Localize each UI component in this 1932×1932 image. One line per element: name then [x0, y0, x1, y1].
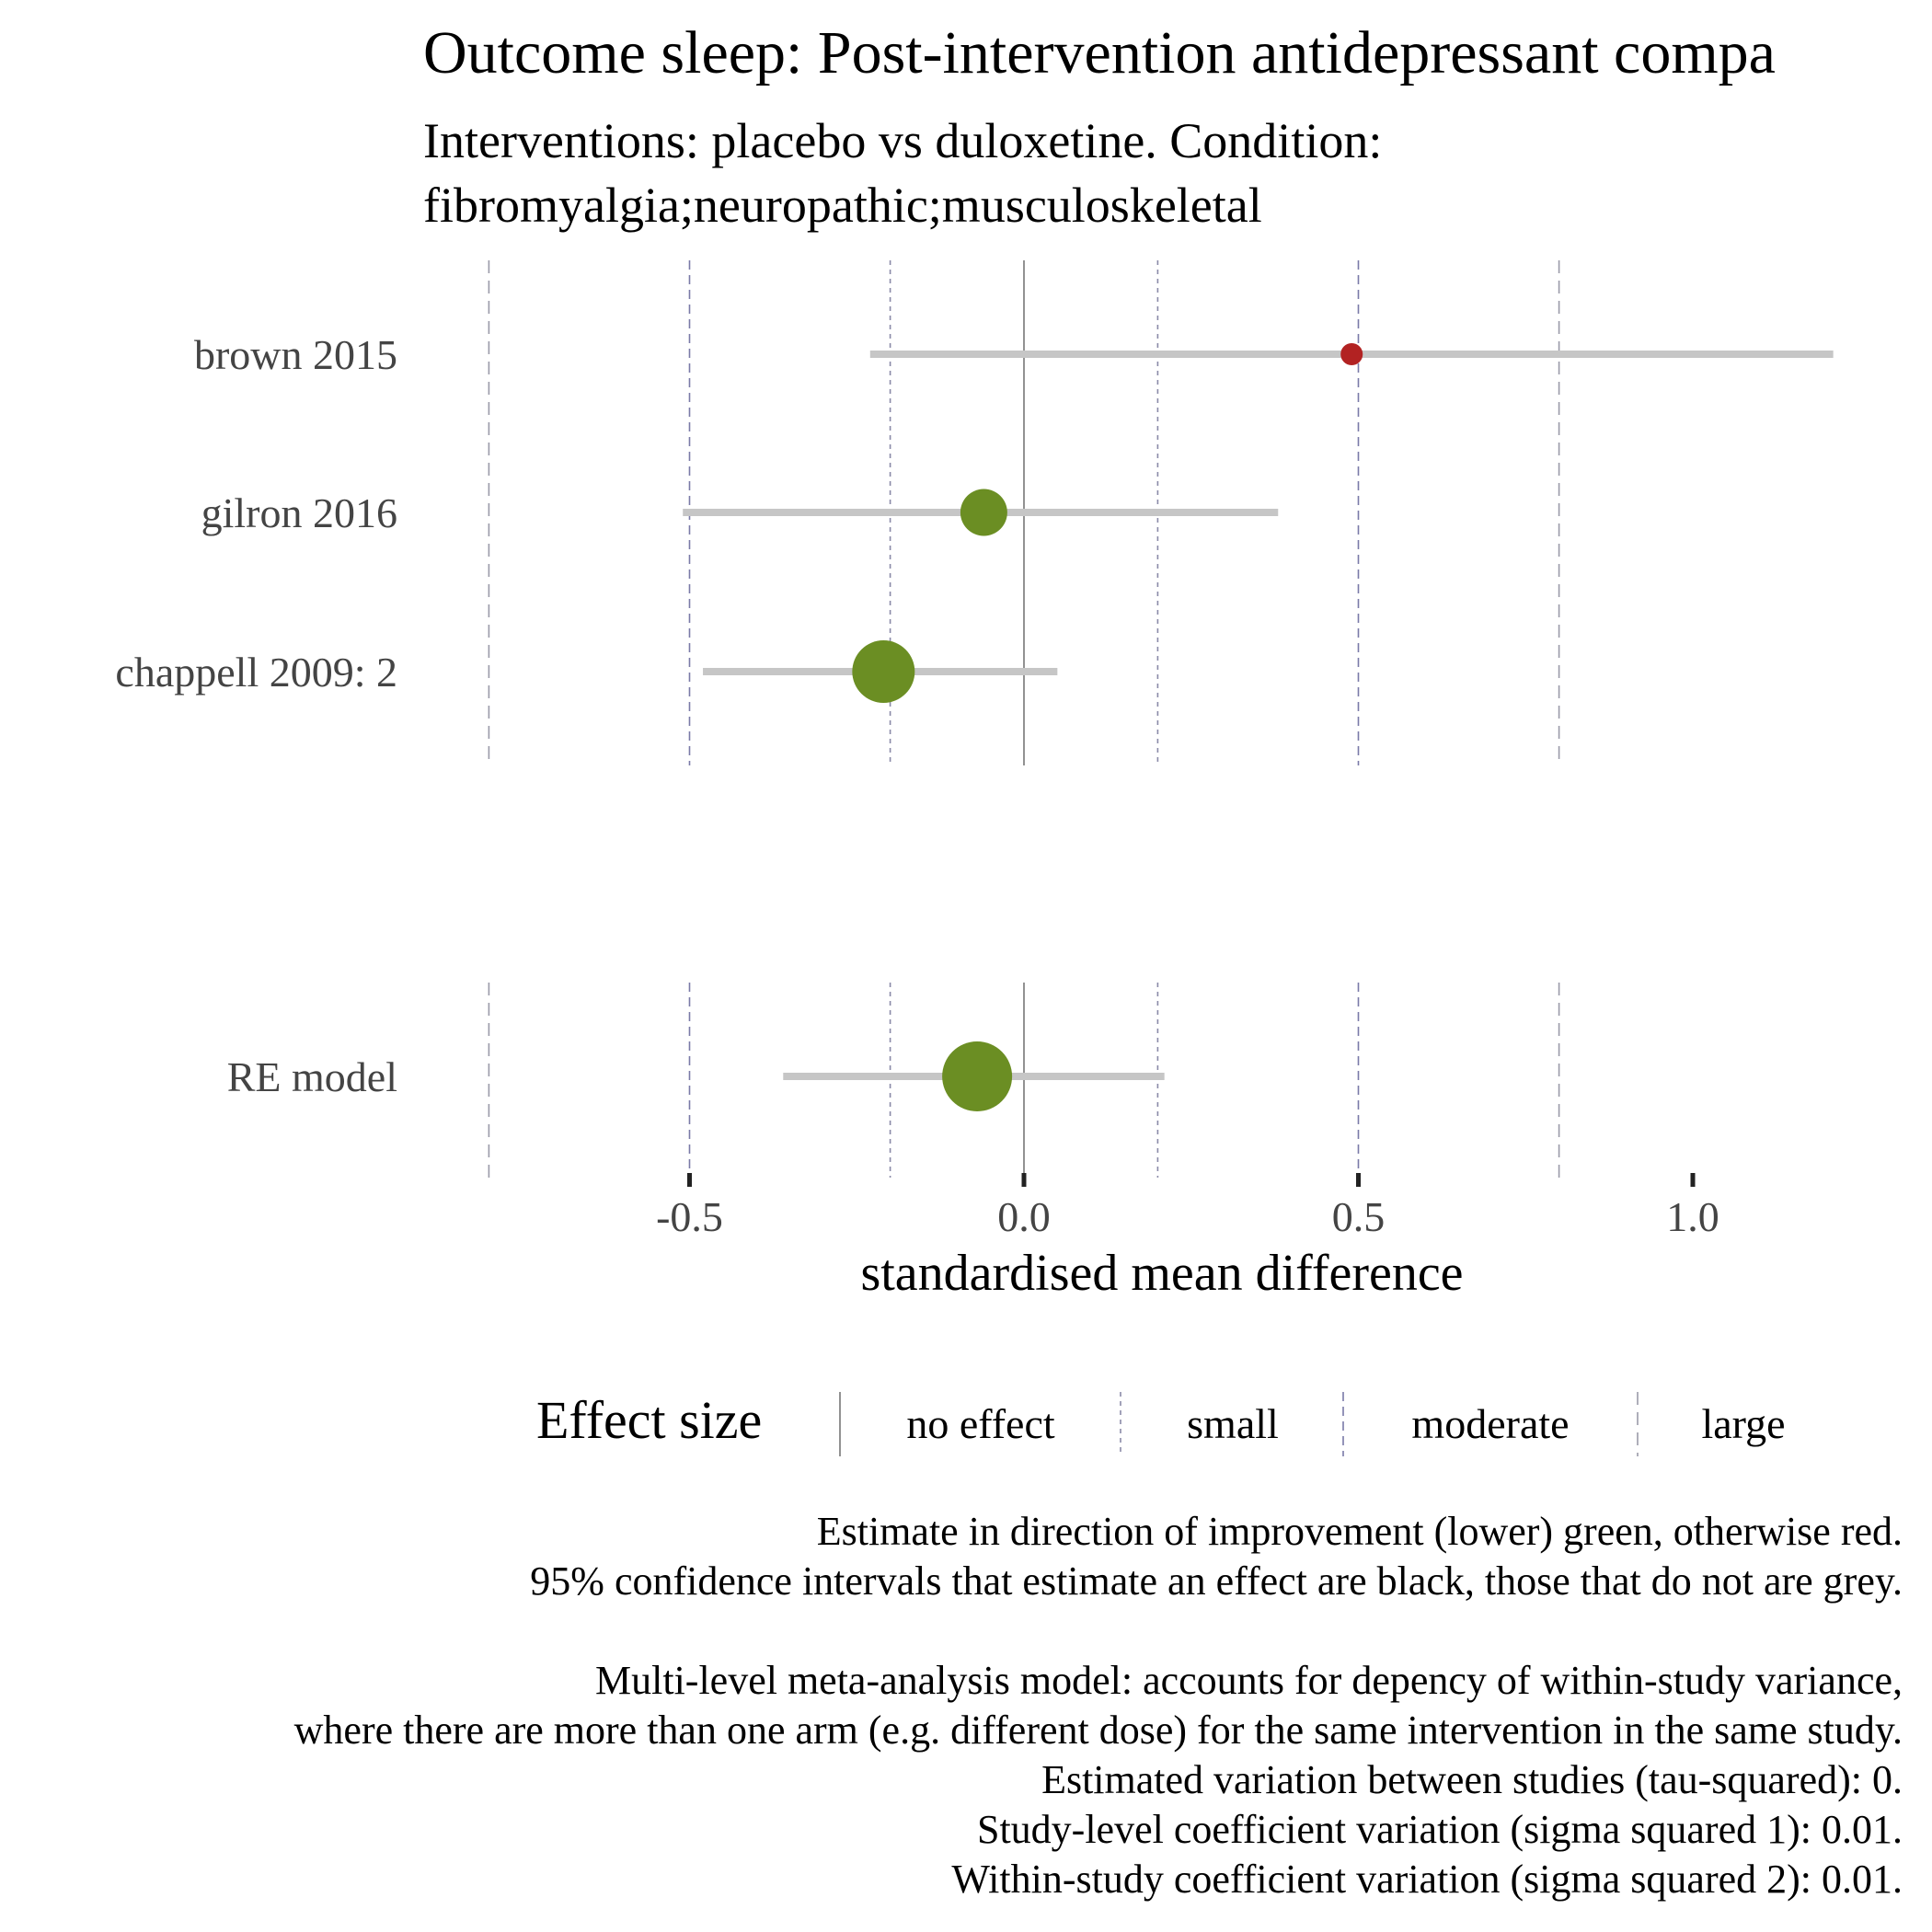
x-tick-label: -0.5: [656, 1193, 723, 1240]
caption-line: Multi-level meta-analysis model: account…: [595, 1658, 1903, 1703]
study-1-label: brown 2015: [194, 331, 397, 378]
caption-block-2: Multi-level meta-analysis model: account…: [294, 1656, 1903, 1904]
chart-title: Outcome sleep: Post-intervention antidep…: [423, 19, 1776, 86]
study-2-estimate-point: [960, 489, 1007, 536]
study-3-estimate-point: [852, 640, 915, 703]
study-3-label: chappell 2009: 2: [115, 649, 397, 696]
caption-line: 95% confidence intervals that estimate a…: [530, 1558, 1903, 1604]
summary-estimate-point: [942, 1041, 1013, 1111]
chart-subtitle: Interventions: placebo vs duloxetine. Co…: [423, 109, 1619, 237]
legend-item-label: moderate: [1411, 1400, 1569, 1447]
x-tick-label: 1.0: [1666, 1193, 1719, 1240]
caption-line: Estimate in direction of improvement (lo…: [816, 1509, 1903, 1554]
subtitle-line-2: fibromyalgia;neuropathic;musculoskeletal: [423, 178, 1262, 233]
subtitle-line-1: Interventions: placebo vs duloxetine. Co…: [423, 113, 1383, 168]
x-tick-label: 0.5: [1332, 1193, 1386, 1240]
legend-item-label: no effect: [906, 1400, 1055, 1447]
forest-plot: brown 2015 gilron 2016 chappell 2009: 2 RE …: [115, 260, 1834, 1456]
caption-line: Within-study coefficient variation (sigm…: [951, 1857, 1903, 1902]
study-1-estimate-point: [1340, 342, 1363, 366]
caption-line: Estimated variation between studies (tau…: [1041, 1757, 1903, 1802]
legend-title: Effect size: [536, 1390, 762, 1450]
caption-line: where there are more than one arm (e.g. …: [293, 1708, 1903, 1753]
x-tick-label: 0.0: [997, 1193, 1051, 1240]
caption-block-1: Estimate in direction of improvement (lo…: [530, 1507, 1903, 1606]
legend-item-label: small: [1187, 1400, 1279, 1447]
caption-line: Study-level coefficient variation (sigma…: [976, 1807, 1903, 1852]
x-axis-label: standardised mean difference: [860, 1245, 1463, 1302]
summary-label: RE model: [227, 1053, 397, 1100]
study-2-label: gilron 2016: [201, 489, 397, 536]
legend-item-label: large: [1701, 1400, 1785, 1447]
